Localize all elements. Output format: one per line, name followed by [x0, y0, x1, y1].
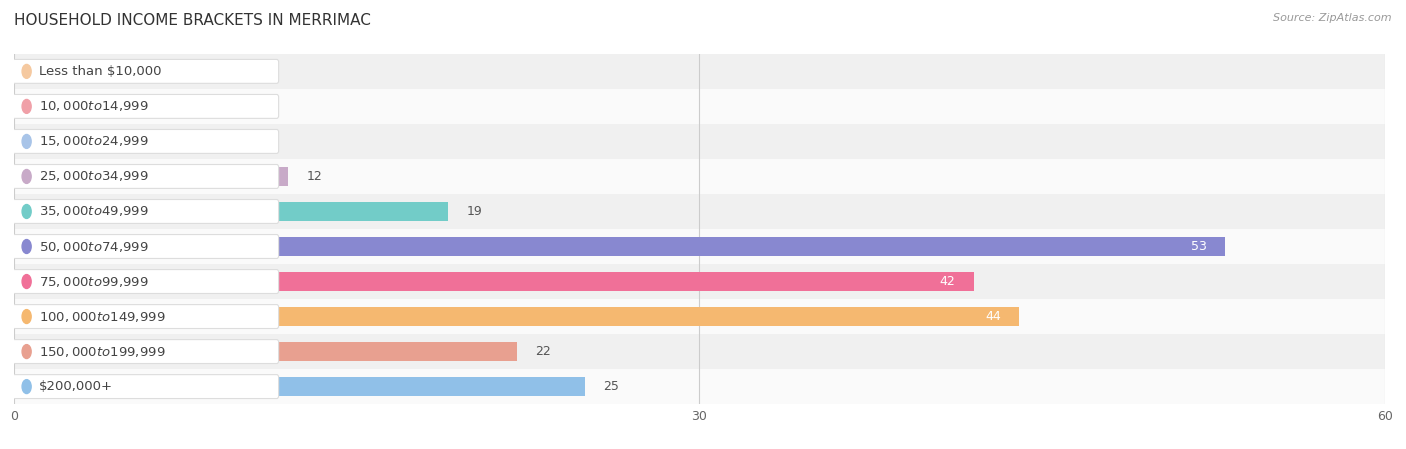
Text: $200,000+: $200,000+ [39, 380, 114, 393]
Text: $25,000 to $34,999: $25,000 to $34,999 [39, 169, 149, 184]
Text: 42: 42 [939, 275, 956, 288]
Circle shape [22, 205, 31, 218]
Bar [14, 202, 449, 221]
Text: Source: ZipAtlas.com: Source: ZipAtlas.com [1274, 13, 1392, 23]
FancyBboxPatch shape [13, 199, 278, 224]
Bar [14, 342, 517, 361]
Text: 25: 25 [603, 380, 620, 393]
Text: Less than $10,000: Less than $10,000 [39, 65, 162, 78]
Text: 0: 0 [32, 100, 41, 113]
Text: 22: 22 [536, 345, 551, 358]
Text: $35,000 to $49,999: $35,000 to $49,999 [39, 204, 149, 219]
Text: $15,000 to $24,999: $15,000 to $24,999 [39, 134, 149, 149]
FancyBboxPatch shape [13, 234, 278, 259]
Circle shape [22, 170, 31, 183]
Bar [14, 89, 1385, 124]
Circle shape [22, 380, 31, 393]
Text: HOUSEHOLD INCOME BRACKETS IN MERRIMAC: HOUSEHOLD INCOME BRACKETS IN MERRIMAC [14, 13, 371, 28]
Text: 44: 44 [986, 310, 1001, 323]
FancyBboxPatch shape [13, 339, 278, 364]
Text: 12: 12 [307, 170, 322, 183]
FancyBboxPatch shape [13, 129, 278, 154]
Bar [14, 194, 1385, 229]
Text: $50,000 to $74,999: $50,000 to $74,999 [39, 239, 149, 254]
Circle shape [22, 345, 31, 358]
Bar [14, 159, 1385, 194]
Text: 53: 53 [1191, 240, 1206, 253]
Bar [14, 299, 1385, 334]
Text: $100,000 to $149,999: $100,000 to $149,999 [39, 309, 166, 324]
Bar [14, 124, 1385, 159]
Bar [14, 264, 1385, 299]
Bar [14, 132, 197, 151]
Text: $150,000 to $199,999: $150,000 to $199,999 [39, 344, 166, 359]
Text: $75,000 to $99,999: $75,000 to $99,999 [39, 274, 149, 289]
Bar [14, 237, 1225, 256]
FancyBboxPatch shape [13, 164, 278, 189]
Bar [14, 369, 1385, 404]
Bar [14, 307, 1019, 326]
Circle shape [22, 275, 31, 288]
Bar [14, 377, 585, 396]
Bar [14, 334, 1385, 369]
Circle shape [22, 310, 31, 323]
Bar [14, 167, 288, 186]
FancyBboxPatch shape [13, 304, 278, 329]
Bar [14, 62, 105, 81]
Bar [14, 229, 1385, 264]
Text: 8: 8 [215, 135, 224, 148]
Text: 19: 19 [467, 205, 482, 218]
FancyBboxPatch shape [13, 374, 278, 399]
FancyBboxPatch shape [13, 94, 278, 119]
Circle shape [22, 65, 31, 78]
Text: $10,000 to $14,999: $10,000 to $14,999 [39, 99, 149, 114]
Text: 4: 4 [124, 65, 132, 78]
FancyBboxPatch shape [13, 269, 278, 294]
Circle shape [22, 240, 31, 253]
Circle shape [22, 135, 31, 148]
Bar [14, 272, 974, 291]
Bar [14, 54, 1385, 89]
Circle shape [22, 100, 31, 113]
FancyBboxPatch shape [13, 59, 278, 84]
